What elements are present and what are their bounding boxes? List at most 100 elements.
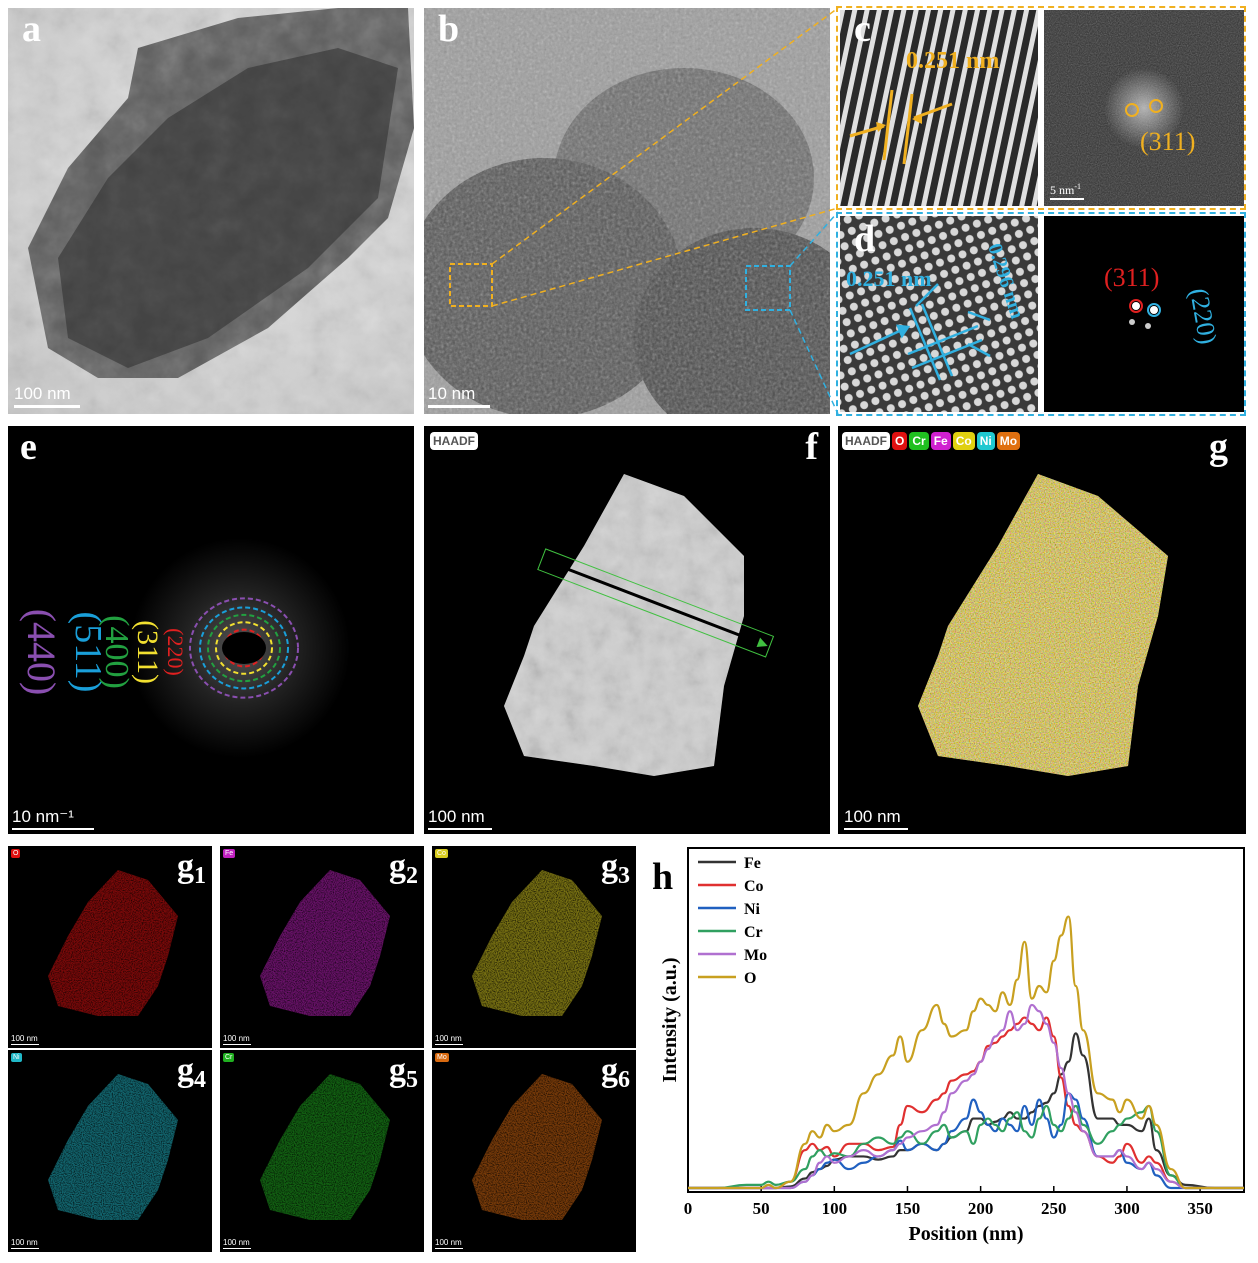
ring-label-3: (311) — [131, 620, 164, 684]
x-tick-label: 200 — [968, 1199, 994, 1218]
scale-bar-e: 10 nm⁻¹ — [12, 807, 94, 830]
x-tick-label: 150 — [895, 1199, 921, 1218]
haadf-tag-f: HAADF — [430, 432, 478, 450]
x-tick-label: 250 — [1041, 1199, 1067, 1218]
panel-label-g3: g3 — [601, 848, 630, 889]
x-axis-label: Position (nm) — [909, 1223, 1024, 1245]
series-line-o — [688, 915, 1244, 1190]
plane-label-c: (311) — [1140, 127, 1195, 156]
diffraction-ring-3 — [215, 621, 273, 675]
hrtem-image-b — [424, 8, 830, 414]
element-map-co: Co g3 100 nm — [432, 846, 636, 1048]
map-tag-ni: Ni — [11, 1053, 22, 1062]
fft-image-c: (311) 5 nm-1 — [1044, 10, 1244, 206]
legend-label-fe: Fe — [744, 855, 761, 872]
diffraction-ring-1 — [199, 606, 289, 690]
element-tag-fe: Fe — [930, 432, 951, 450]
lattice-image-d: 0.251 nm 0.296 nm — [840, 216, 1038, 412]
panel-label-f: f — [805, 426, 818, 468]
scale-bar-g: 100 nm — [844, 807, 908, 830]
panel-b: b 10 nm — [424, 8, 830, 414]
panel-f: HAADF f 100 nm — [424, 426, 830, 834]
scale-bar-label-b: 10 nm — [428, 384, 476, 403]
panel-label-g: g — [1209, 426, 1228, 468]
panel-label-g5: g5 — [389, 1052, 418, 1093]
diffraction-ring-0 — [189, 597, 299, 699]
scale-bar-label-f: 100 nm — [428, 807, 485, 826]
panel-label-g2: g2 — [389, 848, 418, 889]
spacing-label-c: 0.251 nm — [906, 48, 999, 74]
panel-label-a: a — [22, 8, 41, 50]
element-tag-cr: Cr — [909, 432, 929, 450]
element-tag-ni: Ni — [976, 432, 995, 450]
fft-image-d: (311) (220) — [1044, 216, 1244, 412]
lattice-image-c: 0.251 nm — [840, 10, 1038, 206]
panel-label-g6: g6 — [601, 1052, 630, 1093]
element-tag-co: Co — [952, 432, 975, 450]
legend-label-ni: Ni — [744, 901, 761, 918]
panel-label-h: h — [652, 856, 674, 898]
haadf-image-f — [424, 426, 830, 834]
element-map-ni: Ni g4 100 nm — [8, 1050, 212, 1252]
zoom-box-c — [449, 263, 493, 307]
panel-label-e: e — [20, 426, 37, 468]
panel-c: 0.251 nm c (311) 5 nm-1 — [836, 6, 1246, 210]
map-scale-bar: 100 nm — [435, 1238, 463, 1249]
ring-label-0: (440) — [19, 609, 64, 696]
plane1-label-d: (311) — [1104, 263, 1159, 292]
panel-label-b: b — [438, 8, 460, 50]
scale-bar-f: 100 nm — [428, 807, 492, 830]
panel-label-d: d — [854, 218, 876, 260]
panel-e: (440) (511) (400) (311) (220) e 10 nm⁻¹ — [8, 426, 414, 834]
legend-label-co: Co — [744, 878, 764, 895]
element-tag-o: O — [892, 432, 908, 450]
map-scale-bar: 100 nm — [223, 1034, 251, 1045]
series-line-mo — [688, 1003, 1244, 1190]
ring-label-2: (400) — [98, 615, 135, 689]
panel-g: HAADF O Cr Fe Co Ni Mo g 100 nm — [838, 426, 1246, 834]
legend-label-cr: Cr — [744, 924, 763, 941]
panel-label-g4: g4 — [177, 1052, 206, 1093]
fft-scale-label-c: 5 nm-1 — [1050, 182, 1081, 197]
spacing1-label-d: 0.251 nm — [846, 266, 932, 291]
x-tick-label: 100 — [822, 1199, 848, 1218]
series-line-co — [688, 1016, 1244, 1190]
ring-label-4: (220) — [163, 628, 188, 676]
map-scale-bar: 100 nm — [223, 1238, 251, 1249]
element-map-mo: Mo g6 100 nm — [432, 1050, 636, 1252]
scale-bar-b: 10 nm — [428, 384, 490, 408]
map-tag-cr: Cr — [223, 1053, 235, 1062]
y-axis-label: Intensity (a.u.) — [659, 957, 681, 1082]
saed-pattern-e: (440) (511)(400)(311) (220) — [8, 426, 414, 834]
tem-image-a — [8, 8, 414, 414]
scale-bar-label-g: 100 nm — [844, 807, 901, 826]
scale-bar-label-a: 100 nm — [14, 384, 71, 403]
line-profile-chart: 0 50 100 150 200 250 300 350 Fe Co Ni Cr Mo O Position… — [659, 847, 1245, 1245]
map-tag-mo: Mo — [435, 1053, 449, 1062]
scale-bar-label-e: 10 nm⁻¹ — [12, 807, 74, 826]
element-tag-haadf: HAADF — [842, 432, 890, 450]
map-scale-bar: 100 nm — [435, 1034, 463, 1045]
element-tags-g: HAADF O Cr Fe Co Ni Mo — [842, 432, 1021, 450]
plot-frame — [687, 847, 1245, 1193]
map-scale-bar: 100 nm — [11, 1034, 39, 1045]
ring-label-1: (511) — [67, 612, 109, 693]
legend-label-mo: Mo — [744, 947, 767, 964]
diffraction-ring-2 — [207, 613, 281, 683]
map-tag-fe: Fe — [223, 849, 236, 858]
element-tag-mo: Mo — [996, 432, 1021, 450]
x-tick-label: 50 — [753, 1199, 770, 1218]
element-map-fe: Fe g2 100 nm — [220, 846, 424, 1048]
x-tick-label: 0 — [684, 1199, 693, 1218]
map-tag-o: O — [11, 849, 21, 858]
x-tick-label: 300 — [1114, 1199, 1140, 1218]
element-map-cr: Cr g5 100 nm — [220, 1050, 424, 1252]
panel-a: a 100 nm — [8, 8, 414, 414]
series-line-cr — [688, 1104, 1244, 1190]
map-scale-bar: 100 nm — [11, 1238, 39, 1249]
scale-bar-a: 100 nm — [14, 384, 80, 408]
panel-label-g1: g1 — [177, 848, 206, 889]
legend-label-o: O — [744, 970, 756, 987]
